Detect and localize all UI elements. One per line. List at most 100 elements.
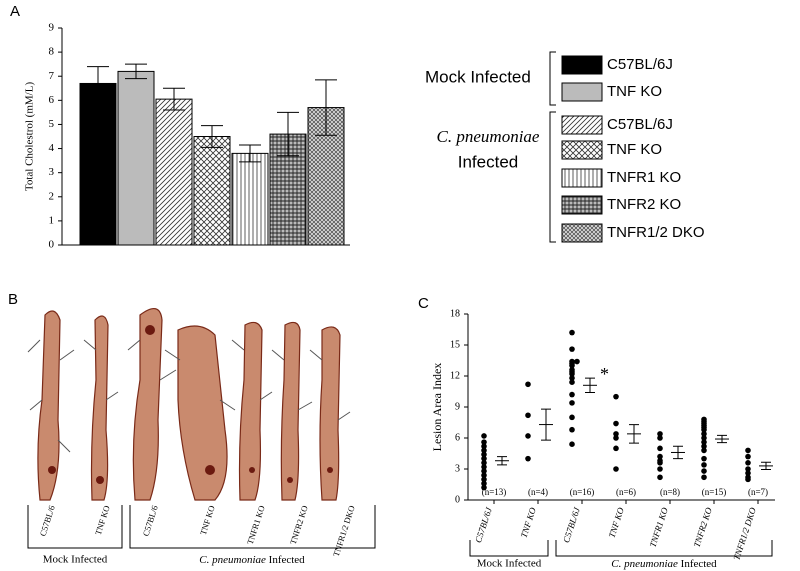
- data-point: [525, 412, 531, 419]
- data-point: [481, 447, 487, 454]
- data-point: [525, 381, 531, 388]
- data-point: [745, 476, 751, 483]
- data-point: [657, 460, 663, 466]
- data-point: [569, 329, 575, 336]
- data-point: [613, 393, 619, 400]
- legend-bracket: [549, 51, 556, 106]
- data-point: [525, 455, 531, 462]
- x-tick-label: TNF KO: [607, 506, 626, 539]
- y-tick-label: 3: [455, 463, 460, 474]
- data-point: [481, 480, 487, 487]
- legend-group-title: Infected: [458, 152, 519, 171]
- data-point: [701, 435, 707, 441]
- data-point: [701, 462, 707, 468]
- data-point: [613, 466, 619, 472]
- data-point: [481, 460, 487, 466]
- error-bar: [201, 125, 223, 148]
- bar: [193, 136, 231, 246]
- y-tick-label: 1: [49, 214, 55, 226]
- y-tick-label: 0: [455, 494, 460, 505]
- n-label: (n=13): [482, 487, 507, 497]
- n-label: (n=15): [702, 487, 727, 497]
- data-point: [745, 470, 751, 476]
- data-point: [701, 474, 707, 481]
- legend-label: TNFR1/2 DKO: [607, 224, 705, 241]
- group-label-italic: C. pneumoniae: [437, 127, 540, 146]
- data-point: [569, 379, 575, 386]
- group-label: C. pneumoniae: [437, 127, 540, 146]
- group-label-rest: Infected: [266, 554, 305, 566]
- legend-swatch: [561, 223, 603, 243]
- data-point: [574, 358, 580, 365]
- data-point: [701, 439, 707, 445]
- legend-label: C57BL/6J: [607, 116, 673, 133]
- group-label: C. pneumoniae Infected: [611, 558, 717, 570]
- error-bar: [163, 87, 185, 111]
- data-point: [481, 472, 487, 479]
- group-label-italic: C. pneumoniae: [611, 558, 678, 570]
- panel-label: B: [8, 291, 18, 308]
- data-point: [701, 468, 707, 474]
- error-bar: [277, 111, 299, 157]
- group-label-rest: Infected: [678, 558, 717, 570]
- data-point: [481, 476, 487, 483]
- y-tick-label: 12: [450, 370, 460, 381]
- data-point: [569, 441, 575, 448]
- bar: [117, 70, 155, 246]
- y-tick-label: 8: [49, 46, 55, 58]
- data-point: [569, 346, 575, 352]
- group-label: Mock Infected: [477, 558, 542, 570]
- legend-swatch: [561, 168, 603, 188]
- legend-label: TNFR1 KO: [607, 169, 681, 186]
- n-label: (n=4): [528, 487, 548, 497]
- y-tick-label: 15: [450, 339, 460, 350]
- error-bar: [239, 144, 261, 163]
- data-point: [701, 426, 707, 433]
- legend-group-title: Mock Infected: [425, 67, 531, 86]
- y-tick-label: 0: [49, 239, 55, 251]
- data-point: [569, 414, 575, 421]
- data-point: [481, 455, 487, 462]
- y-tick-label: 9: [455, 401, 460, 412]
- data-point: [481, 484, 487, 491]
- data-point: [701, 447, 707, 454]
- data-point: [613, 435, 619, 441]
- data-point: [657, 431, 663, 437]
- group-label-italic: C. pneumoniae: [199, 554, 266, 566]
- n-label: (n=6): [616, 487, 636, 497]
- bar: [155, 98, 193, 246]
- group-label: Mock Infected: [43, 554, 108, 566]
- y-axis-label: Total Cholestrol (mM/L): [24, 82, 36, 192]
- annotation: *: [600, 364, 609, 384]
- y-tick-label: 4: [49, 142, 55, 154]
- data-point: [701, 455, 707, 462]
- x-tick-label: C57BL/6J: [561, 505, 582, 544]
- legend-label: TNFR2 KO: [607, 196, 681, 213]
- data-point: [745, 447, 751, 454]
- data-point: [569, 426, 575, 433]
- y-tick-label: 18: [450, 308, 460, 319]
- data-point: [481, 443, 487, 450]
- x-tick-label: C57BL/6J: [473, 505, 494, 544]
- legend-swatch: [561, 140, 603, 160]
- y-tick-label: 3: [49, 166, 55, 178]
- data-point: [481, 464, 487, 470]
- data-point: [613, 420, 619, 427]
- data-point: [657, 474, 663, 481]
- y-axis-label: Lesion Area Index: [430, 363, 444, 452]
- data-point: [481, 468, 487, 474]
- panel-label: A: [10, 3, 20, 20]
- x-tick-label: TNFR1/2 DKO: [731, 506, 758, 562]
- legend-label: TNF KO: [607, 83, 662, 100]
- data-point: [613, 445, 619, 452]
- data-point: [481, 451, 487, 458]
- data-point: [613, 431, 619, 437]
- n-label: (n=16): [570, 487, 595, 497]
- data-point: [657, 435, 663, 441]
- data-point: [657, 466, 663, 472]
- n-label: (n=7): [748, 487, 768, 497]
- y-tick-label: 6: [49, 94, 55, 106]
- legend-swatch: [561, 82, 603, 102]
- y-tick-label: 9: [49, 22, 55, 34]
